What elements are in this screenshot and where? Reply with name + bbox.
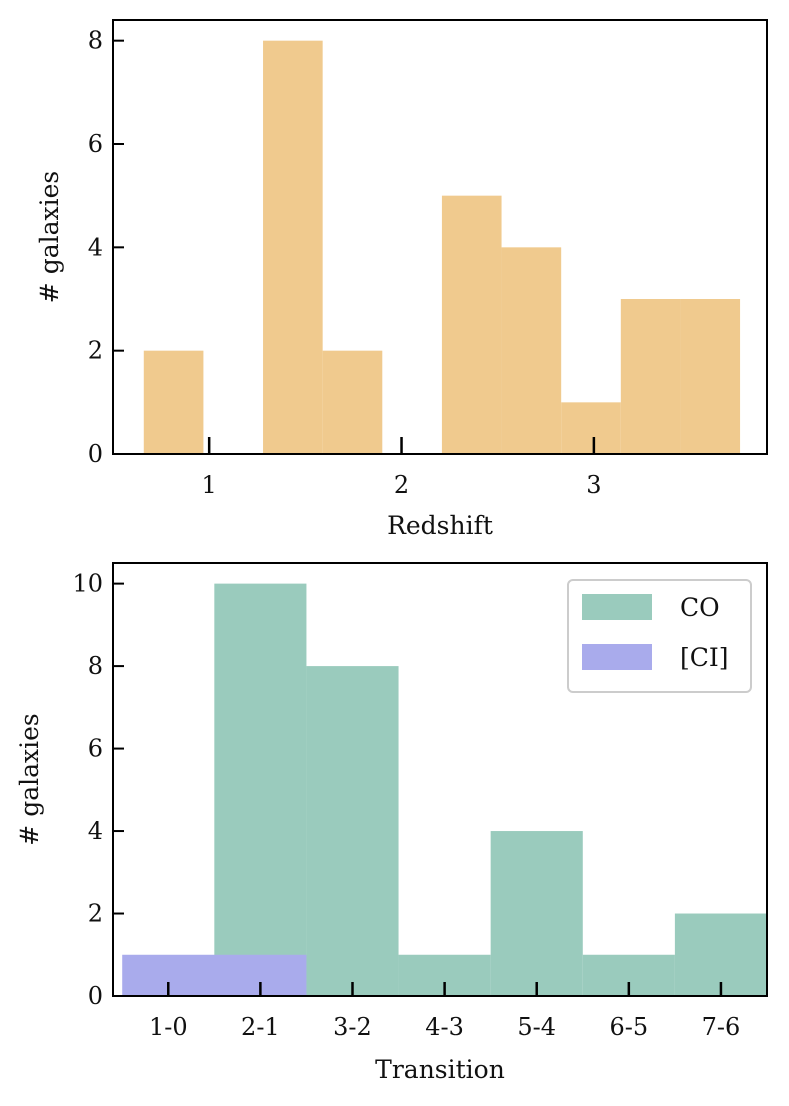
y-axis-label: # galaxies	[35, 171, 64, 303]
redshift-histogram-panel: 0 2 4 6 8 1 2 3 Redshift # galaxies	[35, 19, 768, 540]
legend-swatch	[582, 594, 652, 620]
histogram-bar	[561, 402, 621, 454]
transition-histogram-panel: 0 2 4 6 8 10 1-0 2-1 3-2 4-3 5-4 6-5 7-6 Transition # …	[15, 562, 768, 1084]
histogram-bar	[143, 350, 204, 454]
histogram-bar	[122, 954, 307, 996]
histogram-bar	[620, 299, 681, 454]
plot-frame	[112, 562, 768, 997]
y-tick-label: 4	[88, 817, 103, 845]
x-tick-label: 3	[586, 471, 601, 499]
y-tick-label: 6	[88, 735, 103, 763]
x-axis-label: Redshift	[387, 511, 493, 540]
x-tick-label: 4-3	[425, 1013, 464, 1041]
y-tick-label: 8	[88, 27, 103, 55]
histogram-bar	[501, 247, 562, 454]
y-tick-label: 0	[88, 982, 103, 1010]
y-tick-label: 8	[88, 652, 103, 680]
y-tick-label: 10	[72, 570, 103, 598]
histogram-bar	[490, 831, 583, 996]
x-axis-label: Transition	[375, 1055, 505, 1084]
y-tick-label: 2	[88, 900, 103, 928]
y-tick-label: 0	[88, 440, 103, 468]
x-tick-label: 1-0	[149, 1013, 188, 1041]
histogram-bar	[680, 299, 741, 454]
x-tick-label: 2-1	[241, 1013, 280, 1041]
plot-frame	[112, 19, 768, 455]
legend-label: CO	[680, 593, 720, 622]
histogram-bar	[441, 195, 502, 454]
x-tick-label: 3-2	[333, 1013, 372, 1041]
x-tick-label: 1	[202, 471, 217, 499]
x-tick-label: 6-5	[610, 1013, 649, 1041]
y-tick-label: 6	[88, 130, 103, 158]
legend-swatch	[582, 644, 652, 670]
y-tick-label: 2	[88, 337, 103, 365]
histogram-bar	[214, 583, 307, 996]
legend-label: [CI]	[680, 643, 729, 672]
histogram-bar	[306, 666, 399, 996]
histogram-bar	[263, 40, 323, 455]
x-tick-label: 2	[394, 471, 409, 499]
legend: CO [CI]	[567, 579, 752, 693]
histogram-bar	[322, 350, 383, 454]
x-tick-label: 5-4	[517, 1013, 556, 1041]
x-tick-label: 7-6	[702, 1013, 741, 1041]
y-tick-label: 4	[88, 233, 103, 261]
y-axis-label: # galaxies	[15, 713, 44, 845]
